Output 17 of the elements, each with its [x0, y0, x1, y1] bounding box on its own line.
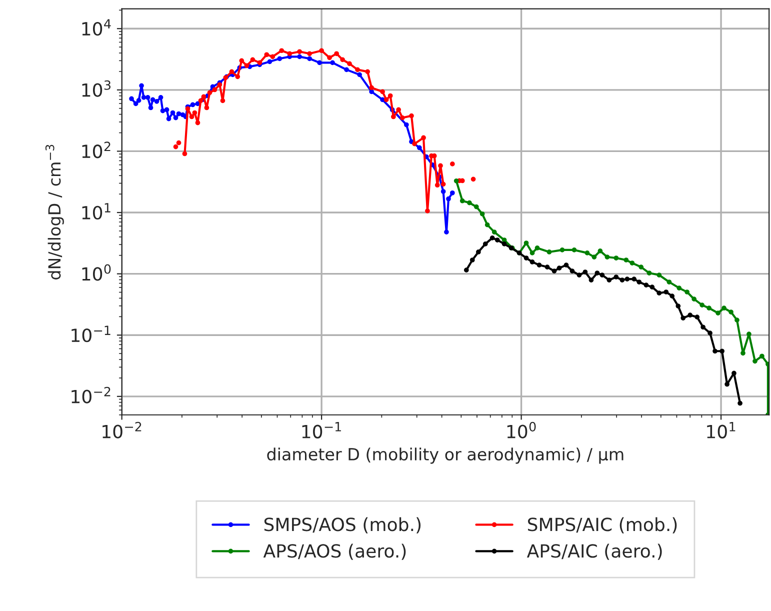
x-axis-title: diameter D (mobility or aerodynamic) / μm [267, 448, 624, 464]
x-tick-label: 10$^{0}$ [507, 422, 536, 438]
y-tick-label: 10$^{−2}$ [72, 386, 110, 404]
x-tick-label: 10$^{−1}$ [302, 422, 341, 438]
legend-label: SMPS/AOS (mob.) [264, 517, 421, 534]
y-tick-label: 10$^{4}$ [82, 19, 111, 36]
y-tick-label: 10$^{2}$ [82, 142, 110, 158]
y-tick-label: 10$^{0}$ [82, 264, 111, 281]
y-axis-title: dN/dlogD / cm$^{−3}$ [45, 144, 64, 280]
y-tick-label: 10$^{1}$ [82, 203, 110, 220]
legend-label: APS/AIC (aero.) [526, 544, 662, 560]
legend-label: APS/AOS (aero.) [263, 544, 406, 560]
x-tick-label: 10$^{1}$ [707, 422, 736, 438]
x-tick-label: 10$^{−2}$ [102, 422, 142, 438]
y-tick-label: 10$^{3}$ [82, 80, 110, 97]
legend-label: SMPS/AIC (mob.) [528, 517, 677, 534]
y-tick-label: 10$^{−1}$ [72, 326, 110, 342]
